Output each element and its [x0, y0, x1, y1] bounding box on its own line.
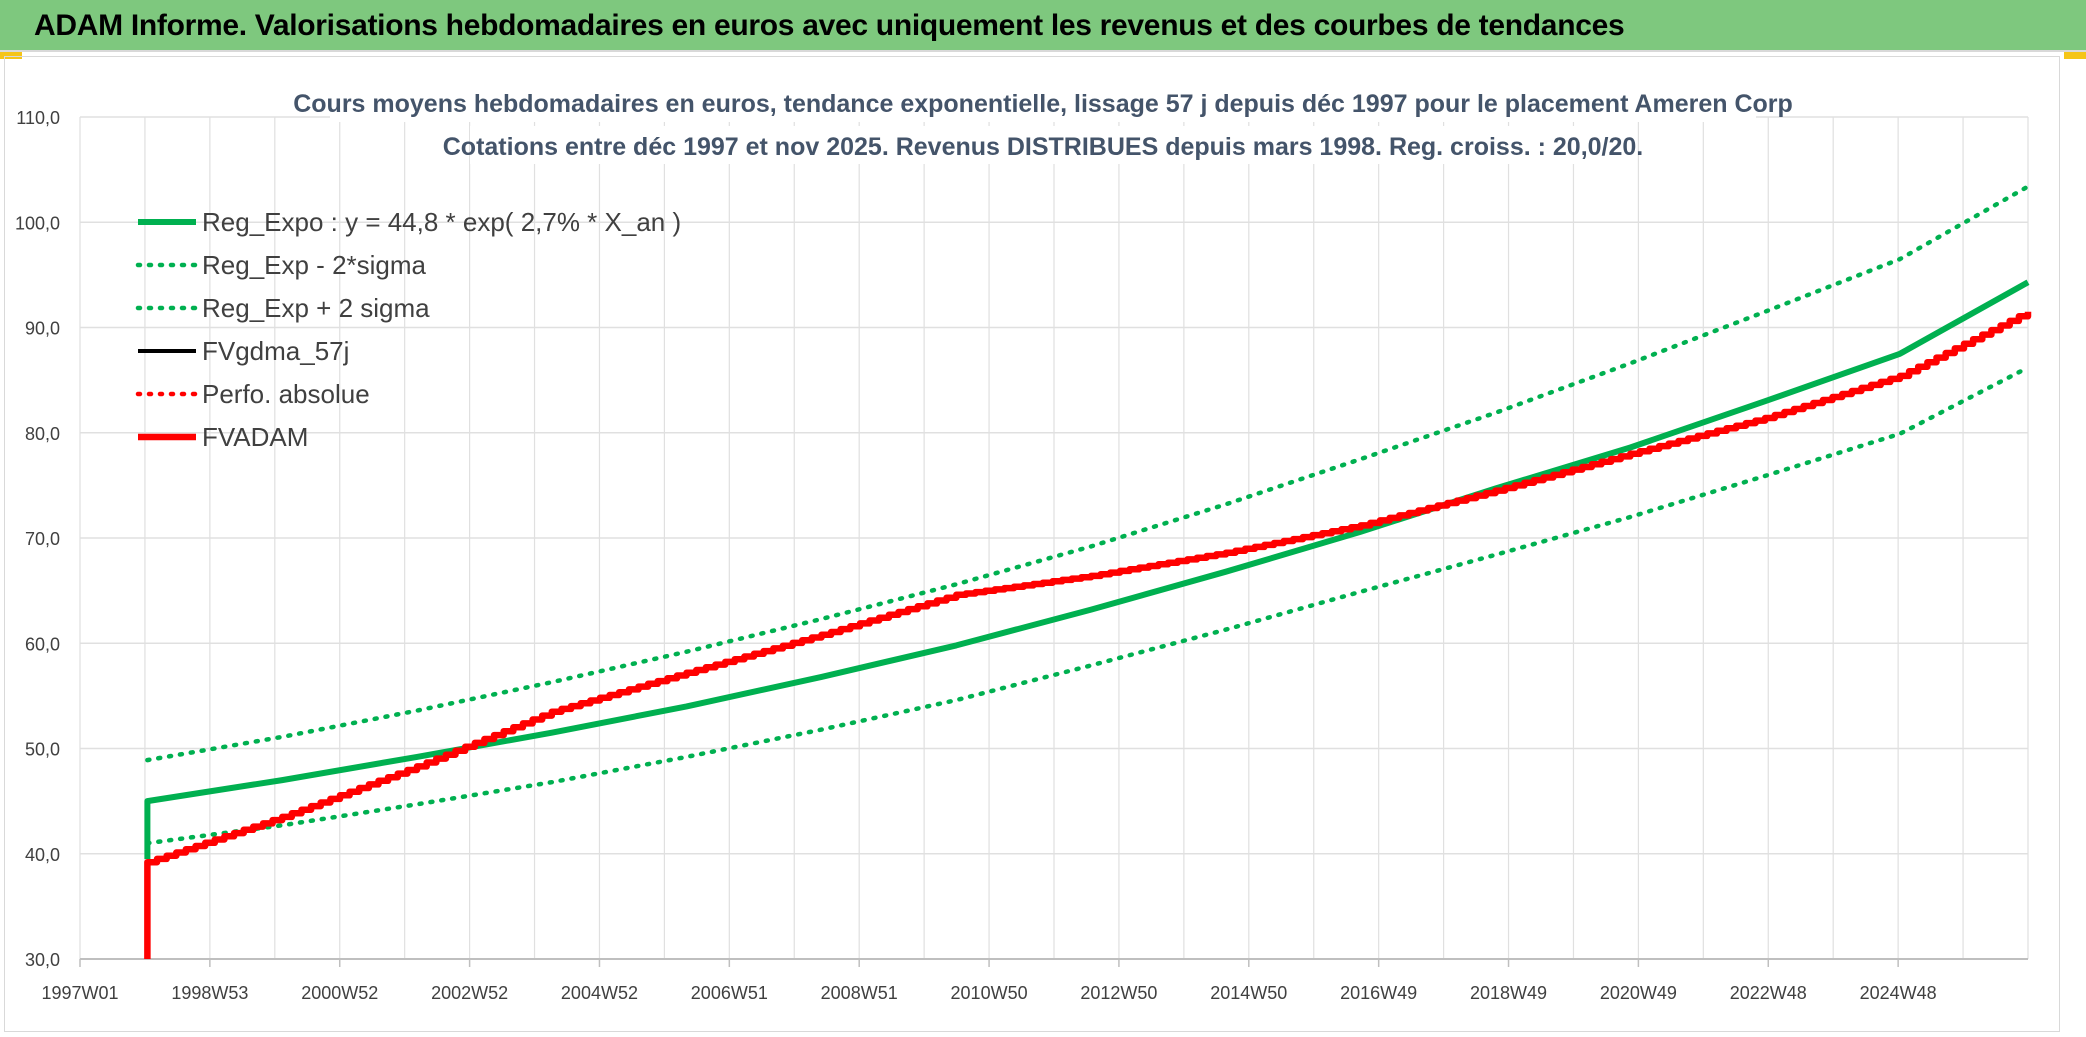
y-tick-label: 110,0	[16, 108, 60, 128]
chart-title-background	[330, 84, 1756, 122]
x-tick-label: 2000W52	[301, 983, 378, 1003]
x-tick-label: 2008W51	[821, 983, 898, 1003]
x-tick-label: 2010W50	[951, 983, 1028, 1003]
legend-label: Reg_Expo : y = 44,8 * exp( 2,7% * X_an )	[202, 207, 681, 237]
x-tick-label: 2022W48	[1730, 983, 1807, 1003]
y-tick-label: 80,0	[25, 424, 60, 444]
x-tick-label: 2014W50	[1210, 983, 1287, 1003]
chart-subtitle: Cotations entre déc 1997 et nov 2025. Re…	[443, 133, 1644, 161]
y-tick-label: 60,0	[25, 634, 60, 654]
chart-grid	[79, 116, 2029, 960]
chart-frame	[4, 56, 2060, 1032]
x-tick-label: 2020W49	[1600, 983, 1677, 1003]
report-title: ADAM Informe. Valorisations hebdomadaire…	[34, 9, 1625, 42]
series-line	[145, 365, 2031, 846]
chart-legend: Reg_Expo : y = 44,8 * exp( 2,7% * X_an )…	[135, 207, 681, 452]
x-tick-label: 2004W52	[561, 983, 638, 1003]
chart-series	[144, 184, 2032, 959]
corner-accent-right	[2064, 52, 2086, 59]
y-axis-ticks: 30,0 40,0 50,0 60,0 70,0 80,0 90,0 100,0 110,0	[15, 108, 60, 970]
legend-label: Reg_Exp + 2 sigma	[202, 293, 430, 323]
x-tick-label: 2016W49	[1340, 983, 1417, 1003]
x-axis-ticks: 1997W01 1998W53 2000W52 2002W52 2004W52 2006W…	[41, 959, 1937, 1003]
y-tick-label: 100,0	[15, 213, 60, 233]
x-tick-label: 2002W52	[431, 983, 508, 1003]
x-tick-label: 2018W49	[1470, 983, 1547, 1003]
x-tick-label: 2012W50	[1080, 983, 1157, 1003]
y-tick-label: 90,0	[25, 319, 60, 339]
y-tick-label: 50,0	[25, 740, 60, 760]
y-tick-label: 40,0	[25, 845, 60, 865]
x-tick-label: 2024W48	[1860, 983, 1937, 1003]
report-header-bar: ADAM Informe. Valorisations hebdomadaire…	[0, 0, 2086, 52]
x-tick-label: 1998W53	[171, 983, 248, 1003]
x-tick-label: 1997W01	[41, 983, 118, 1003]
chart-title: Cours moyens hebdomadaires en euros, ten…	[293, 90, 1793, 118]
series-line	[145, 184, 2031, 763]
legend-label: FVgdma_57j	[202, 336, 349, 366]
series-line	[144, 311, 2032, 959]
legend-label: Perfo. absolue	[202, 379, 370, 409]
x-tick-label: 2006W51	[691, 983, 768, 1003]
legend-label: Reg_Exp - 2*sigma	[202, 250, 427, 280]
chart-subtitle-background	[470, 126, 1616, 164]
y-tick-label: 70,0	[25, 529, 60, 549]
corner-accent-left	[0, 52, 22, 59]
y-tick-label: 30,0	[25, 950, 60, 970]
legend-label: FVADAM	[202, 422, 308, 452]
series-line	[144, 279, 2030, 859]
